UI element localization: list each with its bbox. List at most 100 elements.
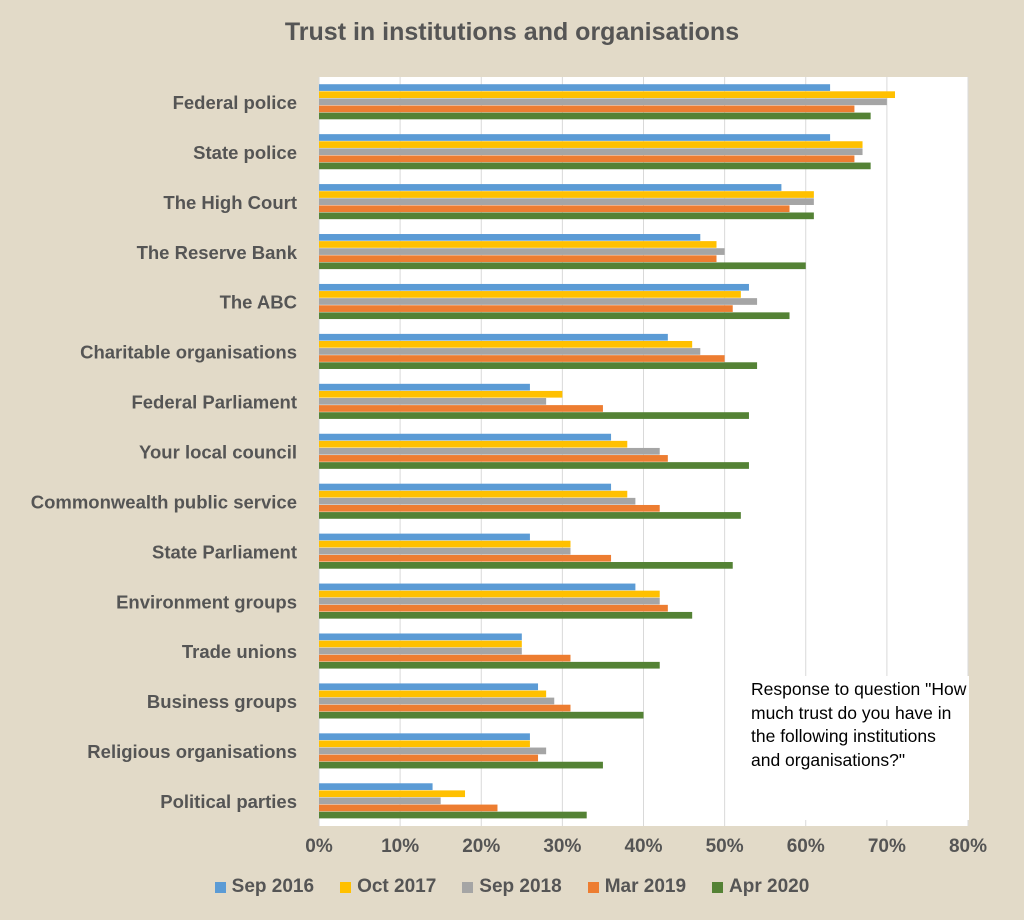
bar: [319, 98, 887, 106]
bar: [319, 155, 855, 163]
bar: [319, 497, 636, 505]
bar: [319, 148, 863, 156]
category-label: Federal Parliament: [131, 392, 297, 413]
category-label: Environment groups: [116, 591, 297, 612]
category-label: Political parties: [160, 791, 297, 812]
bar: [319, 583, 636, 591]
x-tick-label: 10%: [381, 836, 419, 857]
legend-item: Apr 2020: [712, 876, 809, 898]
bar: [319, 291, 741, 298]
bar: [319, 112, 871, 120]
bar: [319, 640, 522, 648]
bar: [319, 740, 530, 748]
x-tick-label: 80%: [949, 836, 987, 857]
legend: Sep 2016 Oct 2017 Sep 2018 Mar 2019 Apr 2020: [0, 876, 1024, 898]
bar: [319, 512, 741, 519]
bar: [319, 562, 733, 569]
x-tick-label: 40%: [624, 836, 662, 857]
bar: [319, 455, 668, 462]
bar: [319, 797, 441, 805]
bar: [319, 447, 660, 455]
bar: [319, 604, 668, 612]
bar: [319, 690, 547, 698]
bar: [319, 134, 831, 141]
bar: [319, 162, 871, 170]
bar: [319, 711, 644, 719]
x-tick-label: 70%: [868, 836, 906, 857]
bar: [319, 633, 522, 641]
bar: [319, 697, 555, 705]
legend-swatch: [340, 881, 352, 893]
bar: [319, 84, 831, 91]
bar: [319, 661, 660, 669]
bar: [319, 733, 530, 741]
bar: [319, 198, 814, 205]
bar: [319, 91, 895, 99]
bar: [319, 262, 806, 270]
bar: [319, 804, 498, 812]
bar: [319, 248, 725, 255]
bar: [319, 761, 603, 769]
category-label: Charitable organisations: [80, 342, 297, 363]
category-label: Religious organisations: [87, 741, 297, 762]
bar: [319, 597, 660, 605]
bar: [319, 412, 749, 419]
category-label: Your local council: [139, 442, 297, 463]
bar: [319, 554, 612, 562]
legend-item: Sep 2016: [214, 876, 314, 898]
legend-swatch: [462, 881, 474, 893]
bar: [319, 191, 814, 198]
bar: [319, 333, 668, 341]
bar: [319, 405, 603, 412]
legend-swatch: [587, 881, 599, 893]
category-label: Business groups: [147, 691, 297, 712]
chart-title: Trust in institutions and organisations: [284, 18, 740, 46]
legend-swatch: [712, 881, 724, 893]
bar: [319, 255, 717, 263]
bar: [319, 283, 749, 291]
bar: [319, 490, 628, 498]
bar: [319, 533, 530, 541]
bar: [319, 483, 612, 491]
bar: [319, 547, 571, 555]
bar: [319, 747, 547, 755]
legend-item: Oct 2017: [340, 876, 436, 898]
legend-label: Mar 2019: [604, 876, 687, 897]
bar: [319, 440, 628, 448]
legend-item: Mar 2019: [587, 876, 687, 898]
category-label: State police: [193, 142, 297, 163]
bar: [319, 141, 863, 148]
bar: [319, 355, 725, 362]
bar: [319, 383, 530, 391]
bar: [319, 184, 782, 191]
bar: [319, 234, 701, 241]
bar: [319, 298, 758, 305]
bar: [319, 312, 790, 320]
category-label: The High Court: [163, 192, 297, 213]
legend-swatch: [214, 881, 226, 893]
x-tick-label: 30%: [543, 836, 581, 857]
bar: [319, 205, 790, 213]
bar: [319, 754, 539, 762]
bar: [319, 398, 547, 405]
bar: [319, 704, 571, 712]
x-tick-label: 20%: [462, 836, 500, 857]
bar: [319, 790, 466, 798]
category-label: The ABC: [220, 292, 297, 313]
legend-item: Sep 2018: [462, 876, 562, 898]
bar: [319, 362, 758, 369]
bar: [319, 504, 660, 512]
bar: [319, 647, 522, 655]
legend-label: Sep 2018: [479, 876, 562, 897]
bar: [319, 811, 587, 819]
bar: [319, 783, 433, 790]
category-label: Commonwealth public service: [31, 491, 297, 512]
category-label: Federal police: [173, 92, 297, 113]
annotation-note: Response to question "How much trust do …: [737, 676, 969, 820]
bar: [319, 390, 563, 398]
category-label: The Reserve Bank: [137, 242, 298, 263]
bar: [319, 348, 701, 355]
bar: [319, 462, 749, 469]
bar: [319, 433, 612, 441]
